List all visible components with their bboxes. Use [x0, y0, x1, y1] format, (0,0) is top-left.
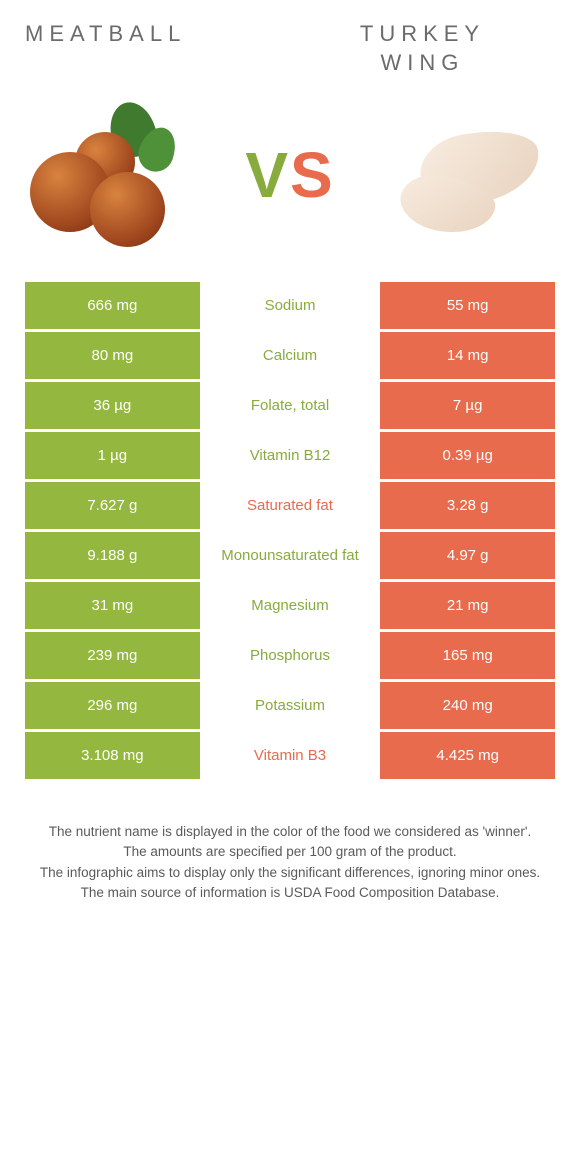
value-right: 4.97 g — [377, 532, 555, 582]
nutrient-name: Vitamin B3 — [203, 732, 378, 782]
value-right: 165 mg — [377, 632, 555, 682]
nutrient-name: Calcium — [203, 332, 378, 382]
images-row: VS — [25, 97, 555, 252]
nutrient-name: Folate, total — [203, 382, 378, 432]
vs-v: V — [245, 139, 290, 211]
value-right: 55 mg — [377, 282, 555, 332]
nutrient-name: Saturated fat — [203, 482, 378, 532]
value-left: 239 mg — [25, 632, 203, 682]
food-title-left: Meatball — [25, 20, 290, 49]
table-row: 7.627 gSaturated fat3.28 g — [25, 482, 555, 532]
header: Meatball Turkey wing — [25, 20, 555, 77]
food-title-right: Turkey wing — [290, 20, 555, 77]
footnote-line: The infographic aims to display only the… — [25, 863, 555, 883]
value-left: 7.627 g — [25, 482, 203, 532]
footnote-line: The amounts are specified per 100 gram o… — [25, 842, 555, 862]
value-right: 4.425 mg — [377, 732, 555, 782]
table-row: 239 mgPhosphorus165 mg — [25, 632, 555, 682]
nutrient-name: Monounsaturated fat — [203, 532, 378, 582]
value-left: 3.108 mg — [25, 732, 203, 782]
value-left: 296 mg — [25, 682, 203, 732]
meatball-image — [25, 97, 190, 252]
value-left: 9.188 g — [25, 532, 203, 582]
value-left: 1 µg — [25, 432, 203, 482]
nutrient-name: Potassium — [203, 682, 378, 732]
value-right: 21 mg — [377, 582, 555, 632]
footnotes: The nutrient name is displayed in the co… — [25, 822, 555, 903]
nutrient-name: Magnesium — [203, 582, 378, 632]
vs-s: S — [290, 139, 335, 211]
nutrient-table: 666 mgSodium55 mg80 mgCalcium14 mg36 µgF… — [25, 282, 555, 782]
nutrient-name: Vitamin B12 — [203, 432, 378, 482]
value-left: 80 mg — [25, 332, 203, 382]
nutrient-name: Phosphorus — [203, 632, 378, 682]
value-right: 240 mg — [377, 682, 555, 732]
vs-label: VS — [245, 138, 334, 212]
footnote-line: The main source of information is USDA F… — [25, 883, 555, 903]
value-right: 0.39 µg — [377, 432, 555, 482]
table-row: 1 µgVitamin B120.39 µg — [25, 432, 555, 482]
footnote-line: The nutrient name is displayed in the co… — [25, 822, 555, 842]
table-row: 3.108 mgVitamin B34.425 mg — [25, 732, 555, 782]
value-left: 31 mg — [25, 582, 203, 632]
table-row: 36 µgFolate, total7 µg — [25, 382, 555, 432]
value-right: 14 mg — [377, 332, 555, 382]
value-right: 3.28 g — [377, 482, 555, 532]
table-row: 296 mgPotassium240 mg — [25, 682, 555, 732]
table-row: 9.188 gMonounsaturated fat4.97 g — [25, 532, 555, 582]
table-row: 666 mgSodium55 mg — [25, 282, 555, 332]
turkey-wing-image — [390, 97, 555, 252]
table-row: 80 mgCalcium14 mg — [25, 332, 555, 382]
value-right: 7 µg — [377, 382, 555, 432]
value-left: 666 mg — [25, 282, 203, 332]
value-left: 36 µg — [25, 382, 203, 432]
table-row: 31 mgMagnesium21 mg — [25, 582, 555, 632]
nutrient-name: Sodium — [203, 282, 378, 332]
